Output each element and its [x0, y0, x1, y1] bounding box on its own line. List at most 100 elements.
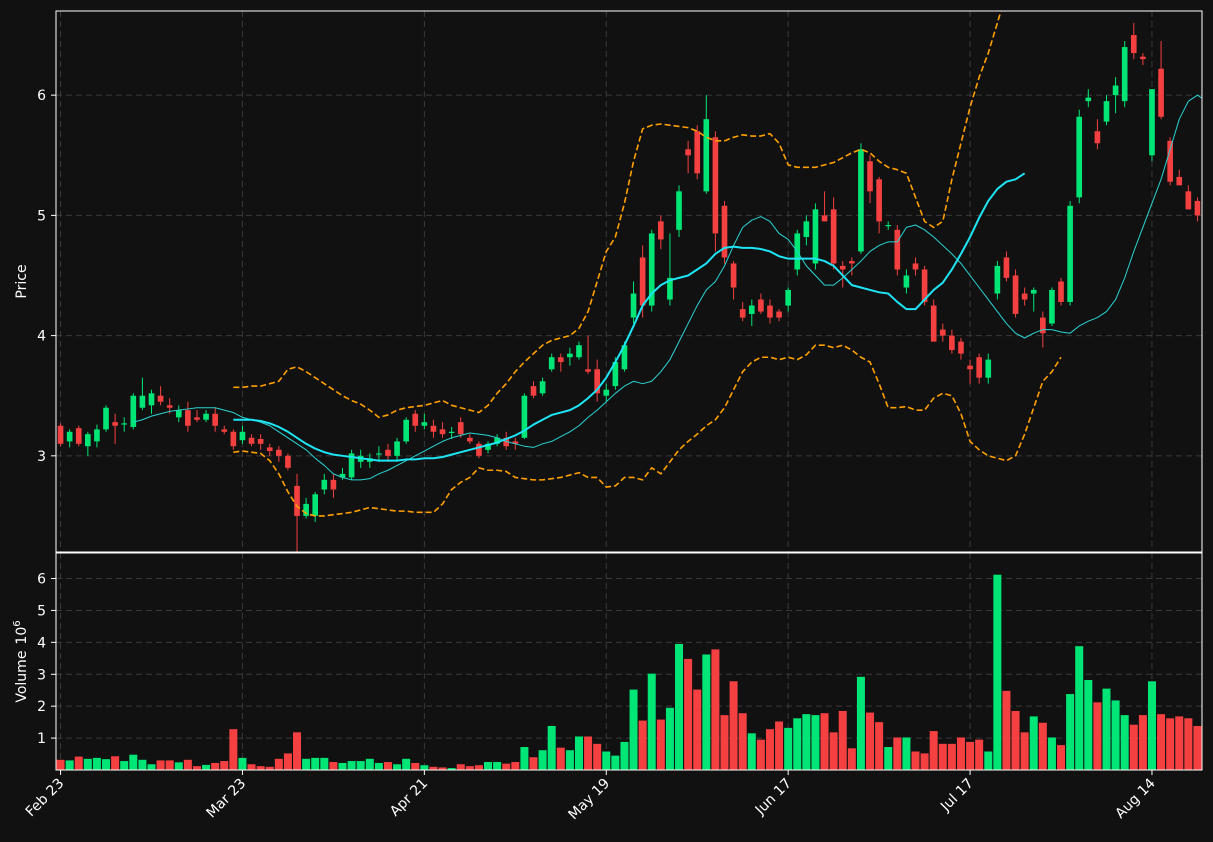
- volume-bar: [83, 758, 92, 770]
- moving-average-fast-line: [133, 94, 1202, 481]
- volume-bar: [565, 750, 574, 770]
- candle-body: [912, 263, 919, 270]
- candle-body: [157, 395, 164, 402]
- volume-axis-label-text: Volume: [14, 651, 30, 703]
- volume-bar: [438, 767, 447, 770]
- candle-body: [1085, 97, 1092, 102]
- volume-bar: [920, 753, 929, 770]
- volume-bar: [111, 756, 120, 770]
- price-tick-label: 6: [37, 88, 46, 104]
- candle-body: [194, 417, 200, 420]
- volume-bar: [356, 761, 365, 770]
- candle-body: [175, 410, 182, 418]
- candle-body: [221, 429, 228, 432]
- volume-bar: [620, 741, 629, 770]
- volume-bar: [675, 643, 684, 770]
- candle-body: [994, 265, 1001, 294]
- candle-body: [1049, 289, 1055, 324]
- volume-tick-label: 3: [37, 667, 46, 683]
- candle-body: [949, 335, 955, 351]
- candle-body: [1030, 289, 1037, 294]
- candle-body: [876, 179, 882, 222]
- price-tick-labels: 3 4 5 6: [37, 88, 56, 465]
- price-panel-frame: [55, 10, 1203, 553]
- candle-body: [348, 453, 355, 478]
- volume-bar: [211, 762, 220, 770]
- candle-body: [412, 413, 419, 426]
- volume-bars: [56, 574, 1202, 770]
- candle-body: [694, 131, 701, 174]
- volume-bar: [1120, 715, 1129, 770]
- volume-bar: [1111, 700, 1120, 770]
- volume-bar: [1002, 690, 1011, 770]
- volume-bar: [411, 762, 420, 770]
- candle-body: [494, 437, 500, 444]
- volume-bar: [756, 739, 765, 770]
- candle-body: [1130, 35, 1137, 54]
- volume-bar: [547, 725, 556, 770]
- candle-body: [521, 395, 528, 438]
- volume-bar: [1057, 745, 1066, 770]
- volume-bar: [875, 722, 884, 770]
- volume-bar: [429, 766, 438, 770]
- volume-bar: [65, 760, 74, 770]
- volume-bar: [1029, 716, 1038, 770]
- candle-body: [821, 215, 828, 222]
- candle-body: [594, 369, 600, 394]
- volume-bar: [484, 762, 493, 770]
- candle-body: [894, 229, 901, 270]
- volume-bar: [929, 731, 938, 770]
- volume-bar: [1102, 688, 1111, 770]
- candle-body: [730, 263, 737, 288]
- volume-bar: [1075, 646, 1084, 770]
- candle-body: [639, 257, 646, 306]
- candle-body: [603, 389, 610, 396]
- volume-bar: [520, 747, 529, 770]
- candle-body: [1158, 68, 1164, 117]
- candle-body: [967, 365, 973, 370]
- candle-body: [867, 161, 873, 192]
- candle-body: [385, 449, 391, 456]
- volume-bar: [311, 757, 320, 770]
- volume-bar: [302, 758, 311, 770]
- volume-bar: [856, 676, 865, 770]
- volume-bar: [329, 762, 338, 770]
- candle-body: [457, 422, 464, 435]
- candle-body: [476, 443, 482, 456]
- candle-body: [94, 429, 100, 442]
- candle-body: [803, 221, 810, 238]
- volume-bar: [256, 766, 265, 770]
- candle-body: [312, 494, 319, 516]
- indicator-lines: [133, 11, 1202, 517]
- volume-bar: [147, 764, 156, 770]
- candle-body: [885, 224, 892, 227]
- candle-body: [1149, 89, 1155, 156]
- volume-axis-exponent-power: 6: [12, 620, 23, 626]
- volume-tick-label: 4: [37, 635, 46, 651]
- candle-body: [212, 413, 218, 426]
- volume-bar: [593, 743, 602, 770]
- candle-body: [448, 431, 455, 433]
- volume-bar: [975, 739, 984, 770]
- volume-bar: [120, 761, 129, 770]
- candle-body: [785, 289, 791, 306]
- price-tick-label: 3: [37, 449, 46, 465]
- candle-body: [330, 479, 337, 490]
- volume-bar: [465, 766, 474, 770]
- volume-bar: [156, 760, 165, 770]
- candle-body: [512, 441, 519, 444]
- candle-body: [1058, 281, 1064, 302]
- candle-body: [66, 431, 73, 442]
- volume-bar: [602, 751, 611, 770]
- volume-bar: [720, 715, 729, 770]
- candle-body: [812, 209, 819, 264]
- volume-bar: [1066, 694, 1075, 770]
- volume-bar: [529, 757, 538, 770]
- candle-body: [849, 261, 855, 264]
- volume-panel-frame: [55, 552, 1203, 771]
- volume-bar: [102, 759, 111, 770]
- candle-body: [939, 329, 946, 336]
- volume-bar: [1175, 716, 1184, 770]
- volume-bar: [711, 649, 720, 770]
- candle-body: [376, 453, 382, 455]
